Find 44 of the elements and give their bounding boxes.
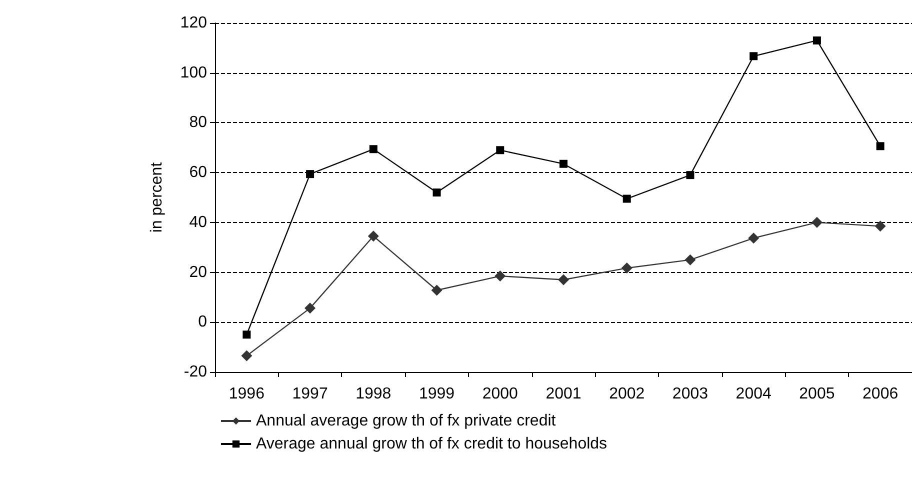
y-tick-label: 0 (198, 314, 208, 331)
point (748, 232, 760, 244)
point (874, 220, 886, 232)
x-tick-label: 2005 (799, 386, 835, 402)
x-tick-label: 1998 (356, 386, 392, 402)
y-tick-label: -20 (184, 364, 208, 380)
x-tick-label: 2002 (609, 386, 645, 402)
y-tick-label: 20 (189, 264, 208, 281)
point (621, 262, 632, 274)
y-tick-label: 40 (189, 214, 208, 231)
point (431, 284, 442, 296)
point (242, 330, 251, 339)
x-tick-label: 2006 (862, 386, 898, 402)
point (684, 254, 696, 266)
x-tick-label: 1997 (292, 386, 328, 402)
point (812, 36, 821, 44)
point (304, 302, 316, 314)
point (369, 145, 378, 154)
point (876, 142, 884, 150)
y-tick-label: 80 (189, 114, 208, 132)
point (306, 170, 314, 178)
point (494, 270, 506, 282)
point (560, 160, 568, 168)
y-tick-label: 100 (180, 64, 208, 82)
x-tick-label: 2003 (672, 386, 708, 402)
legend-label: Average annual grow th of fx credit to households (256, 436, 608, 452)
x-tick-label: 1999 (418, 386, 455, 402)
point (368, 230, 379, 242)
legend-label: Annual average grow th of fx private credit (256, 412, 556, 430)
x-tick-label: 2000 (482, 386, 518, 402)
point (686, 171, 694, 180)
point (622, 194, 631, 203)
x-tick-label: 2004 (736, 386, 772, 402)
point (558, 274, 569, 286)
y-tick-label: 60 (189, 164, 208, 182)
x-tick-label: 1996 (228, 386, 265, 402)
point (750, 52, 758, 60)
point (432, 188, 441, 197)
x-tick-label: 2001 (546, 386, 582, 402)
point (241, 350, 252, 362)
point (811, 216, 822, 228)
y-axis-title: in percent (148, 162, 166, 233)
y-tick-label: 120 (180, 14, 208, 32)
point (496, 146, 504, 154)
